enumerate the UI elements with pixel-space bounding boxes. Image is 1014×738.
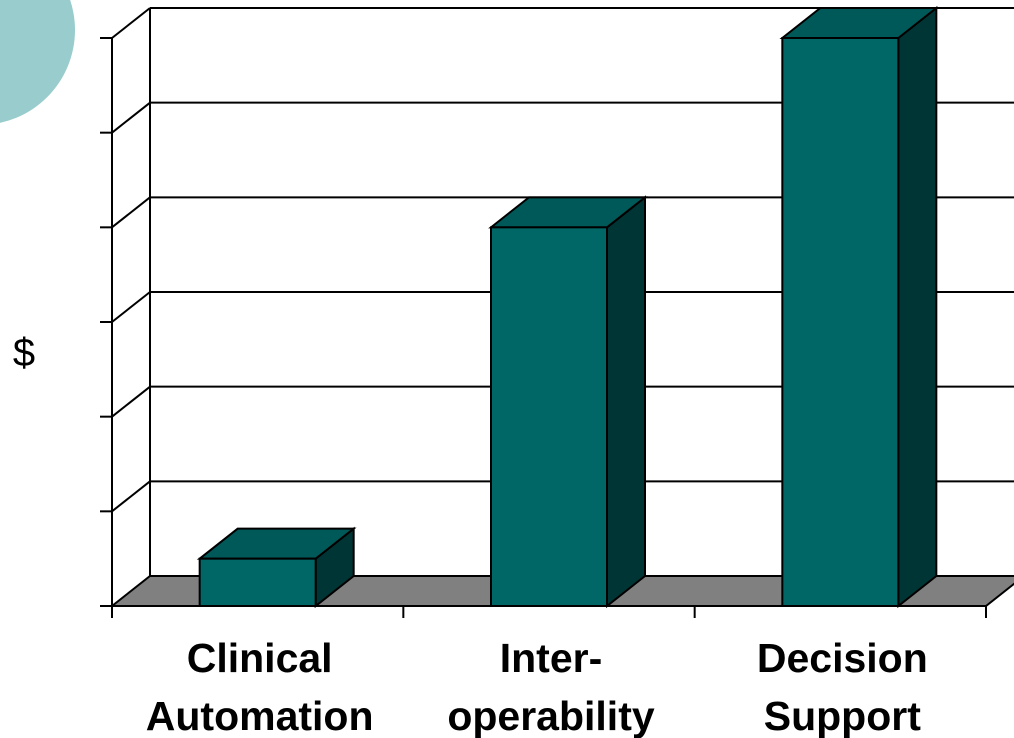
wall-gridline xyxy=(111,480,151,513)
bar xyxy=(779,5,940,609)
bar xyxy=(488,195,648,609)
category-labels: Clinical Automation Inter-operability Decis… xyxy=(146,635,928,738)
x-tick-label: Automation xyxy=(146,693,374,738)
x-tick-label: Support xyxy=(764,693,921,738)
x-tick-label: Clinical xyxy=(187,635,333,681)
y-axis-label: $ xyxy=(13,331,35,375)
x-tick-label: Decision xyxy=(757,635,928,681)
x-tick-label: operability xyxy=(447,693,655,738)
bar-side xyxy=(606,195,646,609)
bar-front xyxy=(198,557,317,608)
decorative-circle xyxy=(0,0,75,123)
bar-side xyxy=(897,5,938,609)
bar-front xyxy=(490,226,608,607)
x-tick-label: Inter- xyxy=(500,635,603,681)
wall-gridline xyxy=(111,385,151,418)
bar-front xyxy=(781,37,900,607)
bars xyxy=(196,5,940,609)
wall-gridline xyxy=(111,101,151,134)
wall-gridline xyxy=(111,291,151,323)
bar xyxy=(196,526,357,609)
wall-gridline xyxy=(111,196,151,229)
wall-gridline xyxy=(111,7,151,39)
